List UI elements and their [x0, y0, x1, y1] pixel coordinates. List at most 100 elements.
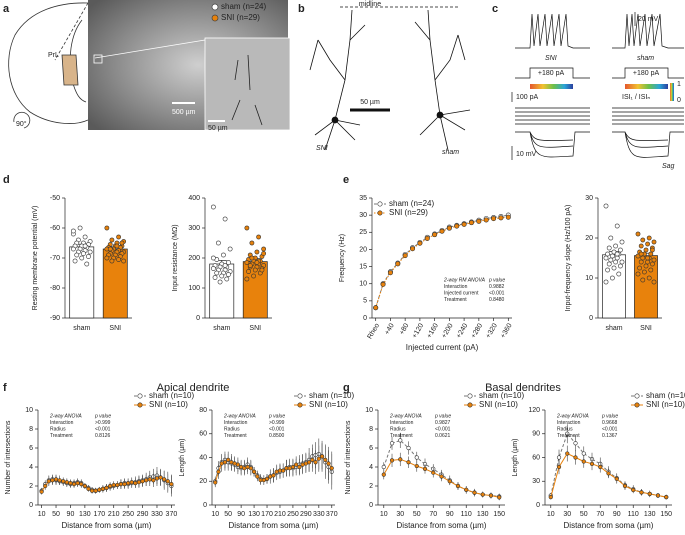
data-point — [491, 216, 497, 222]
data-point — [488, 493, 494, 498]
data-point — [222, 216, 228, 222]
x-tick-label: 210 — [274, 511, 286, 518]
data-point — [589, 461, 595, 466]
x-tick-label: 130 — [644, 511, 656, 518]
x-tick-label: 70 — [429, 511, 437, 518]
x-axis-label: Distance from soma (µm) — [62, 521, 152, 530]
step-family — [612, 107, 684, 125]
y-tick-label: 2 — [369, 483, 373, 490]
data-point — [70, 246, 76, 252]
data-point — [548, 494, 553, 500]
y-tick-label: 60 — [199, 431, 207, 438]
series-line — [383, 439, 500, 497]
x-tick-label: +360 — [500, 322, 514, 339]
data-point — [249, 255, 255, 261]
stats-text: p value — [434, 413, 451, 419]
y-tick-label: -60 — [50, 225, 60, 232]
data-point — [573, 455, 578, 460]
x-tick-label: 170 — [93, 511, 105, 518]
sag-label: Sag — [662, 163, 675, 170]
data-point — [556, 455, 562, 460]
panel-label: c — [492, 3, 498, 15]
data-point — [608, 257, 614, 263]
data-point — [114, 243, 120, 249]
data-point — [210, 204, 216, 210]
data-point — [468, 220, 474, 226]
data-point — [86, 254, 91, 259]
stats-text: Treatment — [390, 433, 413, 439]
stats-text: p value — [601, 413, 618, 419]
stats-text: Interaction — [224, 420, 248, 426]
data-point — [472, 490, 477, 495]
panel-c — [511, 12, 684, 160]
data-point — [261, 251, 267, 256]
y-axis-label: Length (µm) — [512, 439, 519, 477]
inset-image — [204, 37, 291, 131]
neuron-image — [231, 54, 263, 126]
data-point — [556, 464, 562, 470]
data-point — [213, 480, 218, 485]
data-point — [406, 445, 411, 451]
y-tick-label: 25 — [359, 229, 367, 236]
x-tick-label: sham — [73, 325, 90, 332]
legend-label: SNI (n=29) — [389, 208, 428, 217]
data-point — [154, 476, 160, 481]
data-point — [87, 249, 93, 255]
x-tick-label: 50 — [52, 511, 60, 518]
x-tick-label: sham — [213, 325, 230, 332]
data-point — [107, 246, 113, 252]
data-point — [606, 261, 612, 267]
data-point — [616, 271, 622, 277]
data-point — [497, 495, 502, 500]
data-point — [251, 273, 256, 279]
legend-label: sham (n=24) — [389, 199, 434, 208]
data-point — [72, 258, 78, 264]
colorbar — [670, 83, 674, 101]
data-point — [638, 251, 644, 257]
data-point — [140, 479, 145, 484]
data-point — [109, 237, 115, 243]
data-point — [650, 261, 655, 267]
data-point — [126, 481, 131, 486]
data-point — [261, 246, 267, 252]
data-point — [68, 481, 73, 486]
scale-label: 500 µm — [172, 109, 196, 116]
y-tick-label: 30 — [532, 478, 540, 485]
data-point — [79, 482, 84, 487]
data-point — [651, 257, 657, 263]
data-point — [646, 275, 652, 281]
data-point — [219, 273, 225, 279]
data-point — [640, 277, 646, 283]
y-tick-label: 400 — [188, 195, 200, 202]
x-axis-label: Distance from soma (µm) — [229, 521, 319, 530]
y-tick-label: 0 — [589, 315, 593, 322]
y-tick-label: 10 — [365, 407, 373, 414]
hyperpol-trace — [515, 131, 590, 158]
data-point — [307, 460, 312, 465]
data-point — [642, 269, 647, 275]
x-tick-label: 150 — [660, 511, 672, 518]
data-point — [395, 261, 401, 267]
data-point — [643, 247, 649, 253]
x-axis-label: Injected current (pA) — [406, 343, 479, 352]
stats-text: 0.9882 — [489, 284, 505, 290]
stats-text: 0.8126 — [95, 433, 111, 439]
stats-text: 2-way ANOVA — [556, 413, 589, 419]
zoom-line — [94, 39, 206, 59]
data-point — [215, 240, 221, 246]
data-point — [71, 482, 77, 487]
y-tick-label: 10 — [359, 281, 367, 288]
legend-label: SNI (n=29) — [221, 13, 260, 22]
y-tick-label: -70 — [50, 255, 60, 262]
stats-text: >0.999 — [269, 420, 285, 426]
x-tick-label: 90 — [67, 511, 75, 518]
x-tick-label: SNI — [109, 325, 121, 332]
data-point — [86, 486, 91, 491]
colorbar-label: ISI₁ / ISIₙ — [622, 94, 650, 101]
y-axis-label: Input-frequency slope (Hz/100 pA) — [565, 205, 572, 312]
x-tick-label: +320 — [485, 322, 499, 339]
stats-text: 0.0621 — [435, 433, 451, 439]
stats-text: Radius — [224, 426, 240, 432]
data-point — [75, 481, 80, 486]
legend-marker — [211, 14, 219, 22]
